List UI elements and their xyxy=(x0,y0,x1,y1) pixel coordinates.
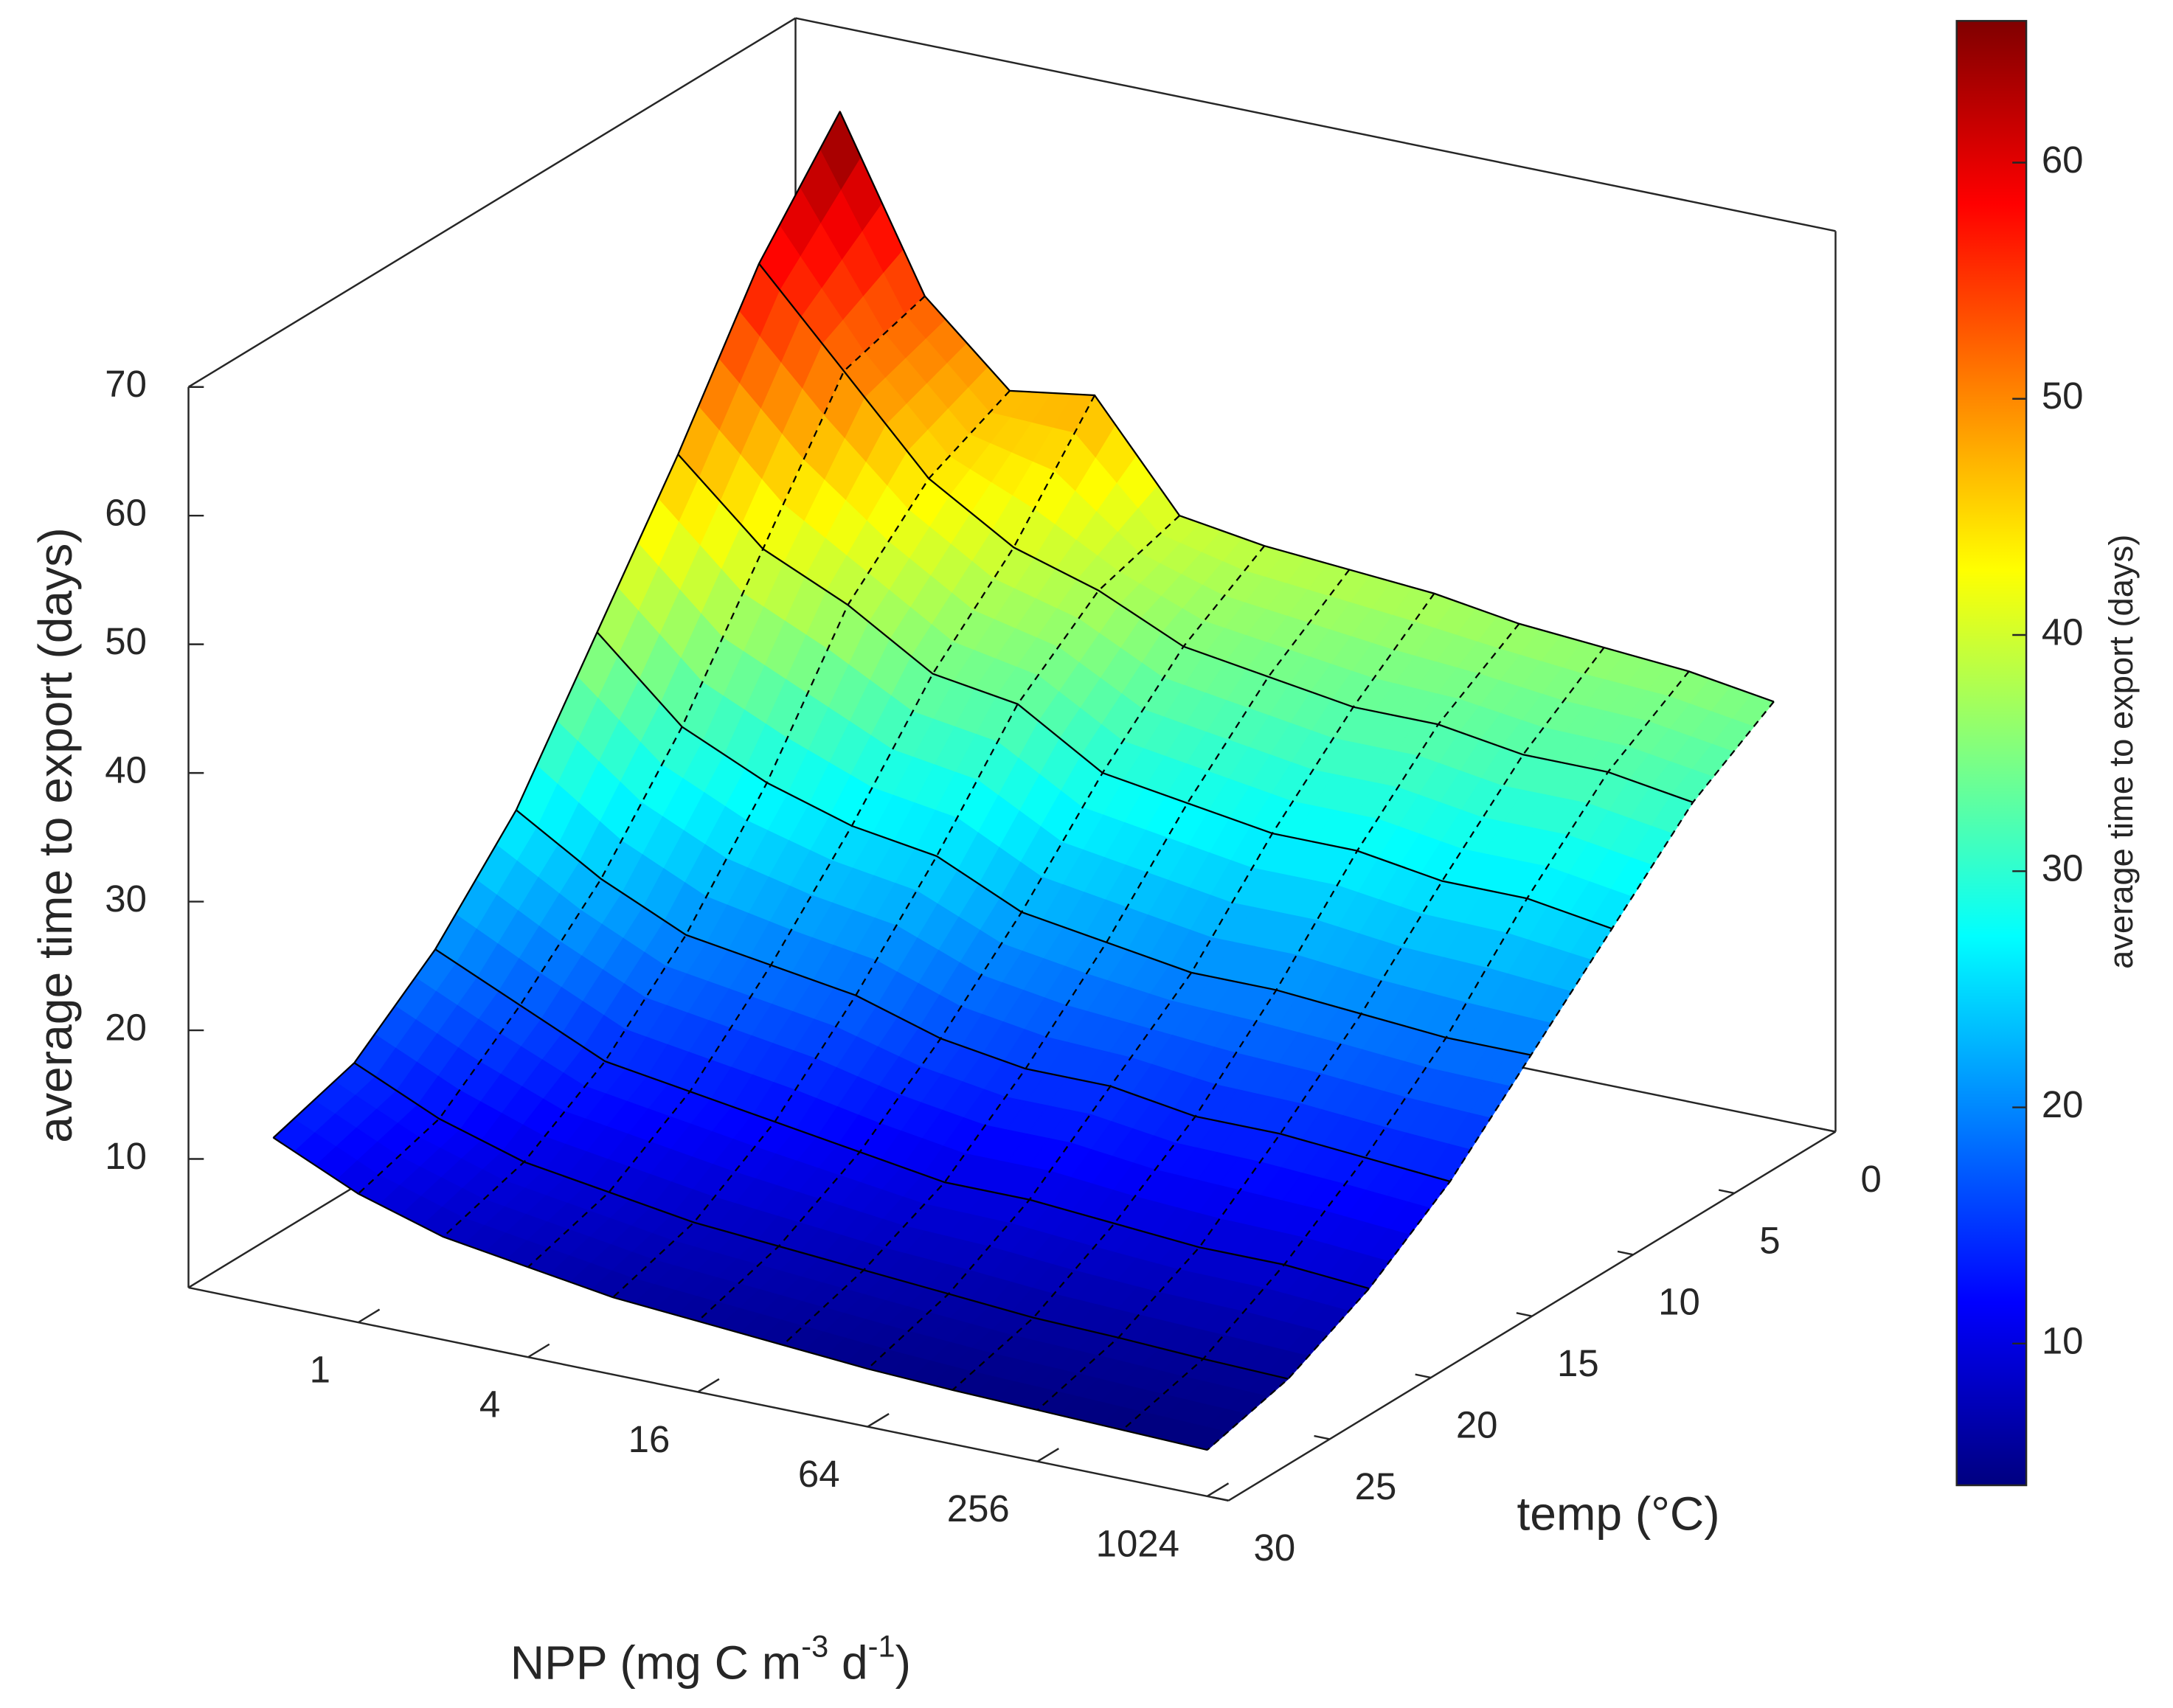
x-tick xyxy=(1207,1482,1230,1497)
x-tick xyxy=(1036,1448,1059,1462)
surface-column-line xyxy=(952,623,1520,1391)
x-tick xyxy=(697,1378,720,1393)
surface xyxy=(272,110,1775,1451)
colorbar-tick-label: 30 xyxy=(2042,847,2084,889)
surface-row-line xyxy=(758,263,1694,803)
axis-line xyxy=(187,17,797,388)
ticks: 10 20 30 40 50 60 70 1 4 16 64 256 1024 0 5 10 15 20 25 30 xyxy=(105,363,1882,1569)
surface-row-line xyxy=(434,948,1370,1290)
surface-row-line xyxy=(839,111,1775,703)
z-tick-label: 30 xyxy=(105,878,147,920)
x-axis-title-part: -3 xyxy=(801,1629,828,1664)
surface-row-line xyxy=(273,1136,1207,1451)
z-tick-label: 40 xyxy=(105,749,147,791)
x-tick-label: 1 xyxy=(310,1349,330,1391)
colorbar-tick-label: 10 xyxy=(2042,1319,2084,1361)
surface-column-line xyxy=(443,390,1011,1237)
y-tick-label: 20 xyxy=(1456,1403,1498,1445)
x-tick xyxy=(527,1343,550,1358)
y-tick xyxy=(1415,1373,1432,1379)
y-tick-label: 15 xyxy=(1557,1342,1599,1384)
surface-column-line xyxy=(1121,670,1690,1431)
z-tick-label: 20 xyxy=(105,1007,147,1049)
y-axis-title: temp (°C) xyxy=(1517,1487,1719,1540)
colorbar-title: average time to export (days) xyxy=(2102,535,2140,969)
surface-grid xyxy=(272,111,1775,1451)
y-tick-label: 25 xyxy=(1355,1465,1397,1507)
surface-column-line xyxy=(1206,701,1775,1451)
colorbar xyxy=(1955,20,2028,1487)
surface-row-line xyxy=(677,454,1612,930)
x-axis-title-part: -1 xyxy=(868,1629,895,1664)
x-axis-title-part: d xyxy=(828,1636,868,1689)
surface-column-line xyxy=(782,569,1351,1346)
x-tick-label: 1024 xyxy=(1096,1522,1179,1564)
x-axis-title-part: ) xyxy=(895,1636,911,1689)
y-tick xyxy=(1213,1496,1229,1502)
colorbar-tick-label: 20 xyxy=(2042,1083,2084,1125)
y-tick-label: 10 xyxy=(1658,1281,1700,1323)
x-tick xyxy=(358,1308,381,1324)
z-tick-label: 50 xyxy=(105,620,147,662)
z-tick-label: 10 xyxy=(105,1135,147,1177)
y-tick xyxy=(1314,1434,1330,1440)
surface-column-line xyxy=(272,111,841,1139)
y-tick-label: 0 xyxy=(1860,1158,1881,1200)
colorbar-tick-label: 60 xyxy=(2042,139,2084,181)
z-axis-title: average time to export (days) xyxy=(29,527,82,1142)
x-tick xyxy=(867,1413,890,1428)
colorbar-tick-label: 40 xyxy=(2042,611,2084,653)
y-tick xyxy=(1718,1189,1735,1195)
y-tick-label: 5 xyxy=(1759,1219,1780,1261)
surface-column-line xyxy=(697,545,1266,1322)
x-tick-label: 4 xyxy=(479,1384,500,1426)
y-tick xyxy=(1820,1128,1836,1133)
y-tick xyxy=(1617,1250,1634,1256)
x-tick-label: 64 xyxy=(798,1453,840,1495)
surface-column-line xyxy=(612,515,1180,1298)
y-tick-label: 30 xyxy=(1254,1527,1296,1569)
x-axis-title-part: NPP (mg C m xyxy=(510,1636,801,1689)
surface-row-line xyxy=(353,1062,1289,1380)
z-tick-label: 70 xyxy=(105,363,147,405)
colorbar-tick-label: 50 xyxy=(2042,375,2084,417)
y-tick xyxy=(1516,1312,1533,1317)
axis-line xyxy=(795,17,1836,232)
axis-line xyxy=(188,1286,1229,1502)
surface-row-line xyxy=(516,809,1451,1183)
x-axis-title: NPP (mg C m-3 d-1) xyxy=(510,1629,911,1689)
x-tick-label: 256 xyxy=(947,1487,1010,1530)
surface-column-line xyxy=(357,295,926,1195)
surface-column-line xyxy=(867,593,1435,1369)
surface-row-line xyxy=(596,631,1531,1056)
x-tick-label: 16 xyxy=(628,1418,670,1460)
z-tick-label: 60 xyxy=(105,492,147,534)
